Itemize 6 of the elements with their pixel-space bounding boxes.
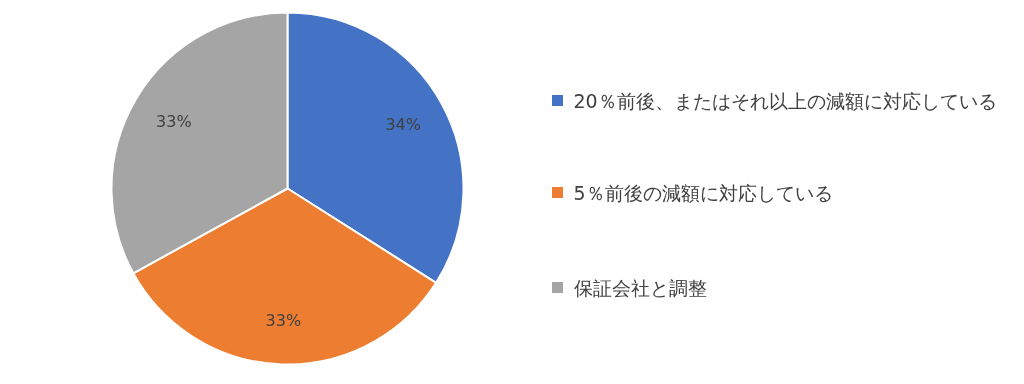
legend-label: 20％前後、またはそれ以上の減額に対応している [573, 89, 997, 112]
data-label: 33% [156, 111, 192, 131]
data-label: 34% [385, 115, 421, 135]
data-label: 33% [265, 310, 302, 330]
legend-label: 5％前後の減額に対応している [573, 181, 833, 204]
legend-label: 保証会社と調整 [573, 276, 707, 299]
